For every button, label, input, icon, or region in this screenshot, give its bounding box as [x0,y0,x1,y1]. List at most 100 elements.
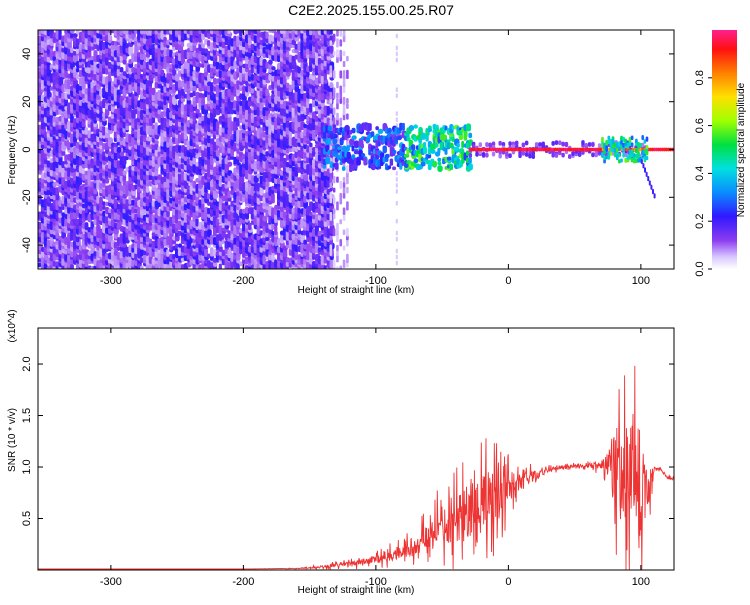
spectrogram-cell [201,238,205,245]
spectrogram-cell [102,126,106,136]
spectrogram-cell [297,207,301,214]
spectrogram-cell [279,185,284,191]
spectrogram-cell [154,140,159,145]
spectrogram-cell [160,85,164,93]
spectrogram-cell [201,43,206,49]
spectrogram-cell [52,116,57,123]
spectrogram-cell [43,159,48,165]
spectrogram-cell [49,160,54,171]
spectrogram-cell [163,117,167,129]
spectrogram-cell [116,203,120,210]
spectrogram-cell [78,84,83,91]
spectrogram-cell [309,142,313,148]
spectrogram-cell [259,175,263,185]
spectrogram-cell [64,249,68,255]
spectrogram-cell [204,230,208,238]
spectrogram-cell [274,117,278,128]
spectrogram-cell [113,241,118,249]
spectrogram-cell [38,67,42,72]
spectrogram-cell [166,107,170,115]
spectrogram-cell [262,196,266,204]
spectrogram-cell [90,203,94,211]
spectrogram-cell [84,61,89,68]
spectrogram-cell [128,133,132,143]
spectrogram-cell [177,80,182,88]
spectrogram-cell [72,66,77,73]
spectrogram-cell [64,236,68,245]
spectrogram-cell [84,30,89,39]
spectrogram-cell [163,36,167,42]
spectrogram-cell [233,35,237,42]
spectrogram-cell [148,238,153,244]
spectrogram-cell [282,211,287,218]
spectrogram-cell [294,237,298,245]
spectrogram-cell [84,222,89,231]
spectrogram-cell [72,33,78,38]
spectrogram-cell [96,220,100,231]
spectrogram-cell [204,114,208,124]
spectrogram-cell [218,36,223,43]
spectrogram-cell [209,42,214,51]
figure-title: C2E2.2025.155.00.25.R07 [288,2,454,18]
spectrogram-cell [81,183,86,191]
spectrogram-cell [67,121,71,131]
spectrogram-cell [198,112,202,118]
spectrogram-cell [58,76,64,87]
spectrogram-cell [180,103,185,112]
spectrogram-cell [113,198,118,209]
spectrogram-cell [90,69,94,78]
spectrogram-cell [40,109,45,115]
spectrogram-cell [61,161,66,169]
spectrogram-cell [227,70,231,77]
spectrogram-cell [294,43,298,50]
spectrogram-cell [38,35,42,44]
spectrogram-cell [67,239,71,249]
spectrogram-cell [78,176,83,186]
spectrogram-cell [166,249,170,257]
spectrogram-cell [140,94,144,100]
spectrogram-cell [93,166,97,173]
spectrogram-cell [90,158,95,164]
spectrogram-cell [70,142,74,148]
spectrogram-cell [38,124,42,130]
spectrogram-cell [75,175,80,184]
spectrogram-cell [291,55,295,62]
spectrogram-cell [58,236,63,241]
spectrogram-cell [61,92,66,100]
spectrogram-cell [38,221,42,230]
spectrogram-cell [207,207,211,215]
spectrogram-cell [300,218,304,228]
spectrogram-cell [67,87,71,95]
spectrogram-cell [151,124,155,129]
spectrogram-cell [230,234,234,241]
spectrogram-cell [93,91,97,99]
spectrogram-cell [154,122,158,130]
spectrogram-cell [70,32,74,39]
spectrogram-cell [312,168,316,176]
spectrogram-cell [306,145,310,153]
spectrogram-cell [70,147,74,153]
spectrogram-cell [172,223,176,230]
spectrogram-cell [70,264,74,269]
spectrogram-cell [90,246,96,253]
spectrogram-cell [55,265,59,269]
spectrogram-cell [52,92,57,99]
spectrogram-cell [75,30,80,35]
spectrogram-cell [90,221,95,230]
spectrogram-cell [183,130,188,140]
spectrogram-cells [38,30,674,269]
spectrogram-cell [250,186,255,196]
spectrogram-cell [93,251,97,257]
spectrogram-cell [221,239,225,244]
spectrogram-cell [218,263,222,269]
spectrogram-cell [40,199,45,208]
spectrogram-cell [46,87,51,98]
spectrogram-cell [233,87,237,97]
spectrogram-cell [78,50,83,60]
spectrogram-cell [253,35,258,44]
spectrogram-cell [93,226,98,233]
spectrogram-cell [70,30,75,34]
spectrogram-cell [84,198,89,209]
